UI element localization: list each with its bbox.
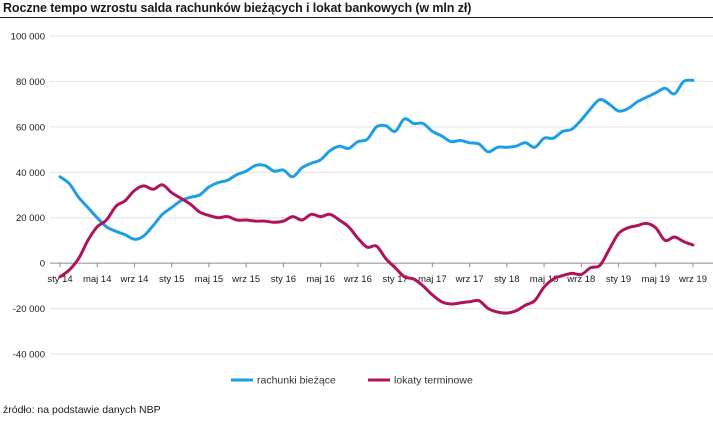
source-note: źródło: na podstawie danych NBP — [3, 404, 161, 416]
title-divider — [0, 17, 713, 18]
x-tick-label: wrz 19 — [678, 274, 707, 285]
series-line-lokaty — [58, 183, 695, 315]
legend: rachunki bieżące lokaty terminowe — [231, 375, 473, 387]
x-tick-label: maj 19 — [642, 274, 671, 285]
y-axis-tick-labels: 100 000 80 000 60 000 40 000 20 000 0 -20 000 -… — [11, 32, 45, 361]
x-tick-label: maj 18 — [530, 274, 559, 285]
y-tick-label: 60 000 — [16, 122, 45, 133]
y-tick-label: 100 000 — [11, 32, 45, 43]
y-tick-label: 0 — [40, 259, 45, 270]
series-lines — [58, 78, 695, 315]
x-tick-label: wrz 16 — [343, 274, 372, 285]
x-tick-label: sty 17 — [382, 274, 407, 285]
x-tick-label: sty 14 — [47, 274, 72, 285]
gridlines — [50, 35, 713, 355]
x-tick-label: wrz 14 — [119, 274, 148, 285]
x-tick-label: sty 18 — [494, 274, 519, 285]
legend-label: lokaty terminowe — [394, 375, 473, 387]
y-tick-label: -40 000 — [13, 350, 45, 361]
x-tick-label: wrz 15 — [231, 274, 260, 285]
series-line-rachunki — [58, 78, 695, 241]
x-tick-label: sty 15 — [159, 274, 184, 285]
x-tick-label: maj 14 — [83, 274, 112, 285]
x-tick-label: wrz 17 — [455, 274, 484, 285]
x-tick-label: sty 16 — [271, 274, 296, 285]
x-tick-label: maj 15 — [195, 274, 224, 285]
x-tick-label: wrz 18 — [566, 274, 595, 285]
x-tick-label: maj 16 — [306, 274, 335, 285]
x-tick-label: maj 17 — [418, 274, 447, 285]
y-tick-label: 20 000 — [16, 213, 45, 224]
y-tick-label: 80 000 — [16, 77, 45, 88]
legend-label: rachunki bieżące — [257, 375, 336, 387]
x-axis-tick-labels: sty 14 maj 14 wrz 14 sty 15 maj 15 wrz 15 sty … — [47, 263, 707, 285]
y-tick-label: 40 000 — [16, 168, 45, 179]
chart-title: Roczne tempo wzrostu salda rachunków bie… — [3, 1, 472, 15]
y-tick-label: -20 000 — [13, 304, 45, 315]
x-tick-label: sty 19 — [606, 274, 631, 285]
